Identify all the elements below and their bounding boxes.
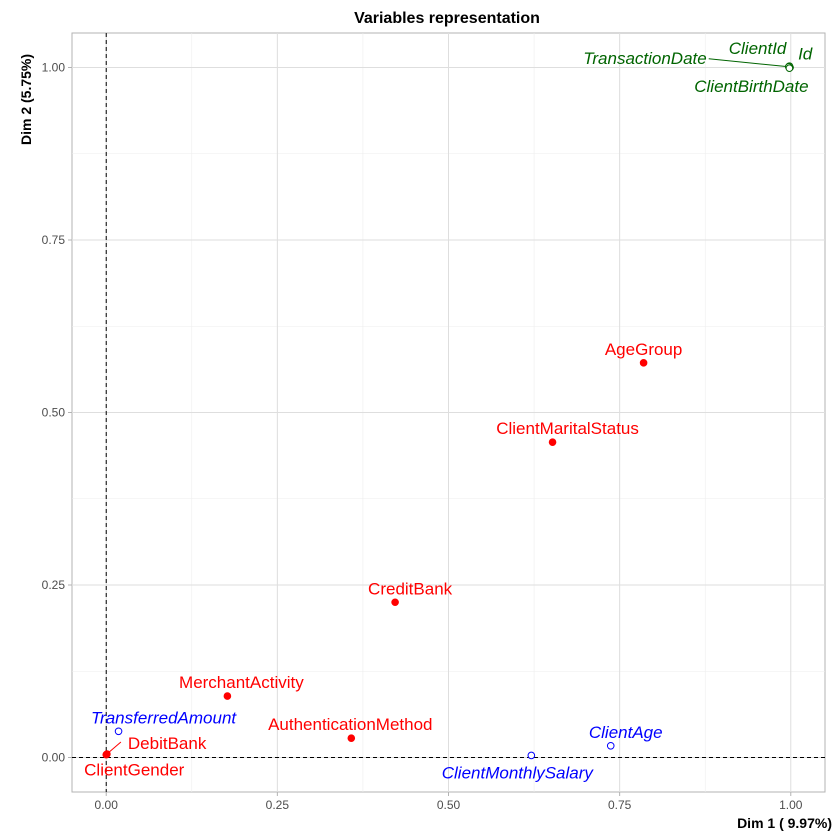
point-merchant-activity [223,692,232,700]
point-label-credit-bank: CreditBank [368,579,453,598]
point-label-age-group: AgeGroup [605,340,683,359]
point-client-birth-date [785,64,794,72]
x-tick-label: 0.50 [437,798,461,812]
point-label-merchant-activity: MerchantActivity [179,673,304,692]
point-label-client-gender: ClientGender [84,761,185,780]
y-axis-title: Dim 2 (5.75%) [18,54,34,145]
point-label-client-birth-date: ClientBirthDate [694,77,808,96]
y-tick-label: 0.50 [42,406,66,420]
point-label-transaction-date: TransactionDate [583,49,706,68]
point-client-monthly-salary [527,751,536,760]
point-label-client-monthly-salary: ClientMonthlySalary [442,763,595,782]
plot-panel [71,32,826,793]
x-tick-label: 0.75 [608,798,632,812]
point-age-group [639,359,648,367]
y-tick-label: 1.00 [42,61,66,75]
point-leader-transaction-date [708,58,789,68]
point-label-client-marital-status: ClientMaritalStatus [496,419,639,438]
x-tick-label: 1.00 [779,798,803,812]
point-client-age [606,741,615,750]
x-axis-ticks: 0.00 0.25 0.50 0.75 1.00 [95,792,803,812]
data-points: AgeGroup ClientMaritalStatus CreditBank Mer… [84,39,813,782]
point-transferred-amount [114,727,123,736]
point-label-authentication-method: AuthenticationMethod [268,715,432,734]
point-client-marital-status [548,438,557,446]
point-label-debit-bank: DebitBank [128,734,207,753]
x-axis-title: Dim 1 ( 9.97%) [737,815,832,831]
point-label-id: Id [798,45,813,64]
point-authentication-method [347,734,356,742]
point-client-gender [102,750,111,759]
y-tick-label: 0.25 [42,578,66,592]
y-axis-ticks: 0.00 0.25 0.50 0.75 1.00 [42,61,72,765]
point-label-transferred-amount: TransferredAmount [91,708,237,727]
point-credit-bank [391,598,399,607]
point-label-client-age: ClientAge [589,723,663,742]
y-tick-label: 0.75 [42,233,66,247]
y-tick-label: 0.00 [42,751,66,765]
chart-title: Variables representation [354,10,540,27]
point-label-client-id: ClientId [729,39,787,58]
x-tick-label: 0.00 [95,798,119,812]
x-tick-label: 0.25 [266,798,290,812]
